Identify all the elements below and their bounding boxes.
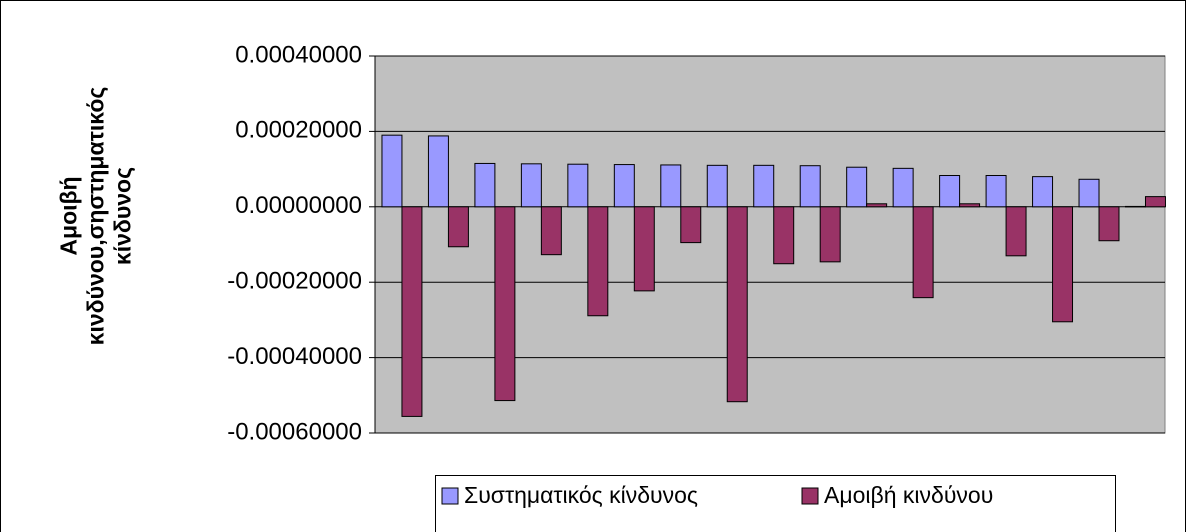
bar [474,162,496,208]
y-tick-label: -0.00060000 [227,418,362,445]
bar [567,163,589,208]
bar [773,206,795,265]
bar [985,175,1007,208]
bar [381,134,403,208]
bar [633,206,655,292]
plot-area [374,55,1166,434]
bar [447,206,469,248]
bar [494,206,516,402]
bar [613,164,635,208]
bar [520,163,542,208]
bar [540,206,562,256]
y-tick-label: 0.00020000 [235,117,362,144]
bar [1052,206,1074,323]
legend-box [435,475,1116,532]
bar [427,135,449,208]
legend-label: Αμοιβή κινδύνου [824,482,993,508]
legend-label: Συστηματικός κίνδυνος [464,482,698,508]
legend-swatch [801,487,819,505]
bar [1078,178,1100,208]
bar [959,203,981,208]
y-tick-label: 0.00040000 [235,41,362,68]
bar [1125,205,1146,208]
bar [726,206,748,403]
legend-swatch [441,487,459,505]
bar [1032,176,1054,208]
bar [912,206,934,299]
bar [587,206,609,317]
bar [753,164,775,208]
bar [1144,196,1166,208]
bar [1098,206,1120,242]
bar [401,206,423,417]
bar [660,164,682,208]
bar [846,166,868,208]
bar [1005,206,1027,257]
bar [799,165,821,208]
bar [939,175,961,208]
bar [866,203,888,208]
y-tick-label: -0.00040000 [227,343,362,370]
bar [706,164,728,208]
bar [680,206,702,244]
bar [819,206,841,263]
y-axis-title: Αμοιβή κινδύνου,σηστηματικός κίνδυνος [55,86,136,346]
y-tick-label: -0.00020000 [227,268,362,295]
y-tick-label: 0.00000000 [235,192,362,219]
bar [892,167,914,208]
